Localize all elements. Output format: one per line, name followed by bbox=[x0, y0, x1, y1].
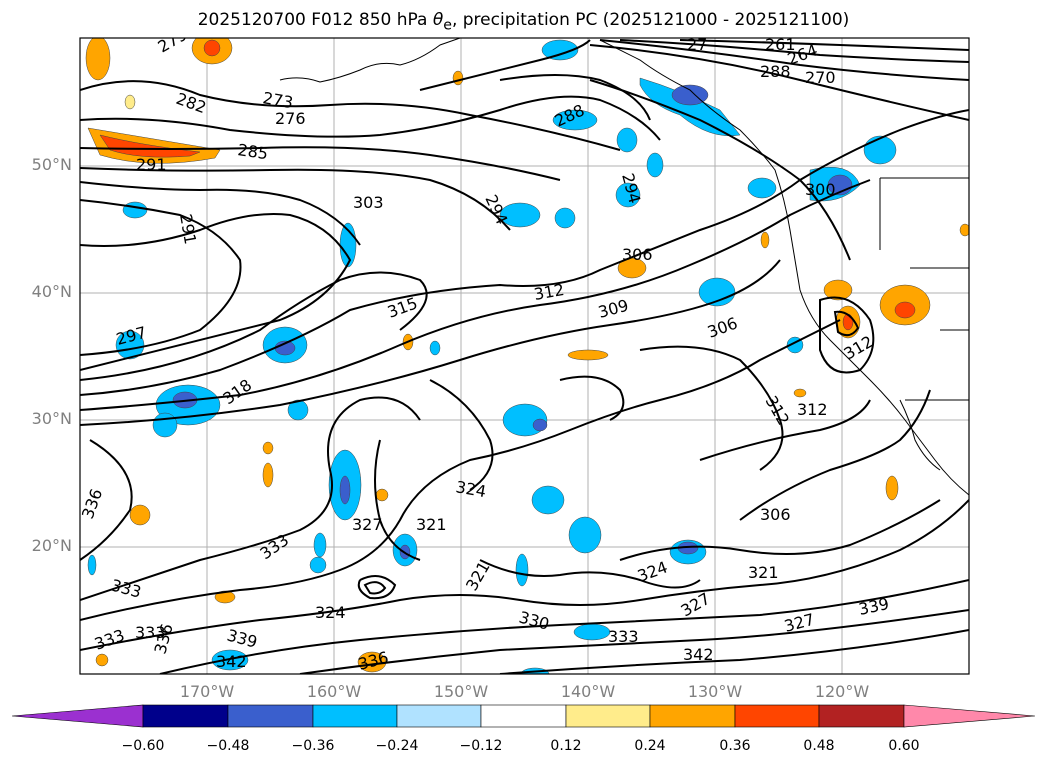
contour-label: 270 bbox=[805, 68, 836, 87]
colorbar-segment bbox=[649, 704, 736, 728]
contour-label: 291 bbox=[136, 155, 167, 174]
contour-label: 333 bbox=[608, 627, 639, 646]
lon-label: 120°W bbox=[814, 682, 870, 701]
contour-label: 342 bbox=[683, 645, 714, 664]
lat-label: 40°N bbox=[31, 282, 72, 301]
contour-label: 27 bbox=[687, 35, 707, 54]
map-title: 2025120700 F012 850 hPa θe, precipitatio… bbox=[197, 10, 850, 34]
colorbar-tick-label: −0.24 bbox=[375, 738, 419, 754]
colorbar-tick-label: 0.48 bbox=[803, 738, 835, 754]
contour-label: 288 bbox=[760, 62, 791, 81]
precipitation-shading bbox=[85, 38, 969, 674]
contour-label: 306 bbox=[760, 505, 791, 524]
contour-label: 342 bbox=[216, 652, 247, 671]
colorbar-tick-label: −0.12 bbox=[459, 738, 503, 754]
colorbar-tick-label: 0.36 bbox=[719, 738, 751, 754]
coastlines bbox=[279, 38, 969, 496]
lon-label: 130°W bbox=[687, 682, 743, 701]
contour-label: 300 bbox=[805, 180, 836, 199]
colorbar-segment bbox=[312, 704, 398, 728]
colorbar-tick-label: −0.60 bbox=[121, 738, 165, 754]
contour-label: 333 bbox=[135, 623, 166, 642]
colorbar-segment bbox=[734, 704, 820, 728]
colorbar-tick-label: 0.12 bbox=[550, 738, 582, 754]
colorbar-segment bbox=[227, 704, 314, 728]
lon-label: 150°W bbox=[433, 682, 489, 701]
colorbar-segment bbox=[396, 704, 482, 728]
map-frame bbox=[79, 37, 970, 675]
colorbar bbox=[11, 704, 1036, 728]
colorbar-tick-label: −0.48 bbox=[206, 738, 250, 754]
theta-e-contours bbox=[80, 39, 969, 674]
contour-label: 312 bbox=[797, 400, 828, 419]
colorbar-extend-max bbox=[903, 704, 1036, 728]
lon-label: 170°W bbox=[179, 682, 235, 701]
colorbar-segment bbox=[565, 704, 651, 728]
contour-labels: 279 282 273 276 291 285 303 291 288 294 … bbox=[80, 35, 891, 674]
colorbar-tick-label: 0.60 bbox=[888, 738, 920, 754]
colorbar-segment bbox=[480, 704, 567, 728]
contour-label: 276 bbox=[275, 109, 306, 128]
lat-label: 50°N bbox=[31, 155, 72, 174]
gridlines bbox=[80, 38, 969, 674]
contour-label: 321 bbox=[748, 563, 779, 582]
contour-label: 306 bbox=[622, 245, 653, 264]
contour-label: 261 bbox=[765, 35, 796, 54]
contour-label: 324 bbox=[315, 603, 346, 622]
lat-label: 20°N bbox=[31, 536, 72, 555]
contour-label: 303 bbox=[353, 193, 384, 212]
lon-label: 140°W bbox=[560, 682, 616, 701]
contour-label: 285 bbox=[236, 140, 269, 163]
colorbar-tick-label: 0.24 bbox=[634, 738, 666, 754]
lon-label: 160°W bbox=[306, 682, 362, 701]
colorbar-extend-min bbox=[11, 704, 144, 728]
colorbar-tick-label: −0.36 bbox=[291, 738, 335, 754]
contour-label: 321 bbox=[416, 515, 447, 534]
contour-label: 327 bbox=[352, 515, 383, 534]
lat-label: 30°N bbox=[31, 409, 72, 428]
colorbar-segment bbox=[142, 704, 229, 728]
colorbar-segment bbox=[818, 704, 905, 728]
